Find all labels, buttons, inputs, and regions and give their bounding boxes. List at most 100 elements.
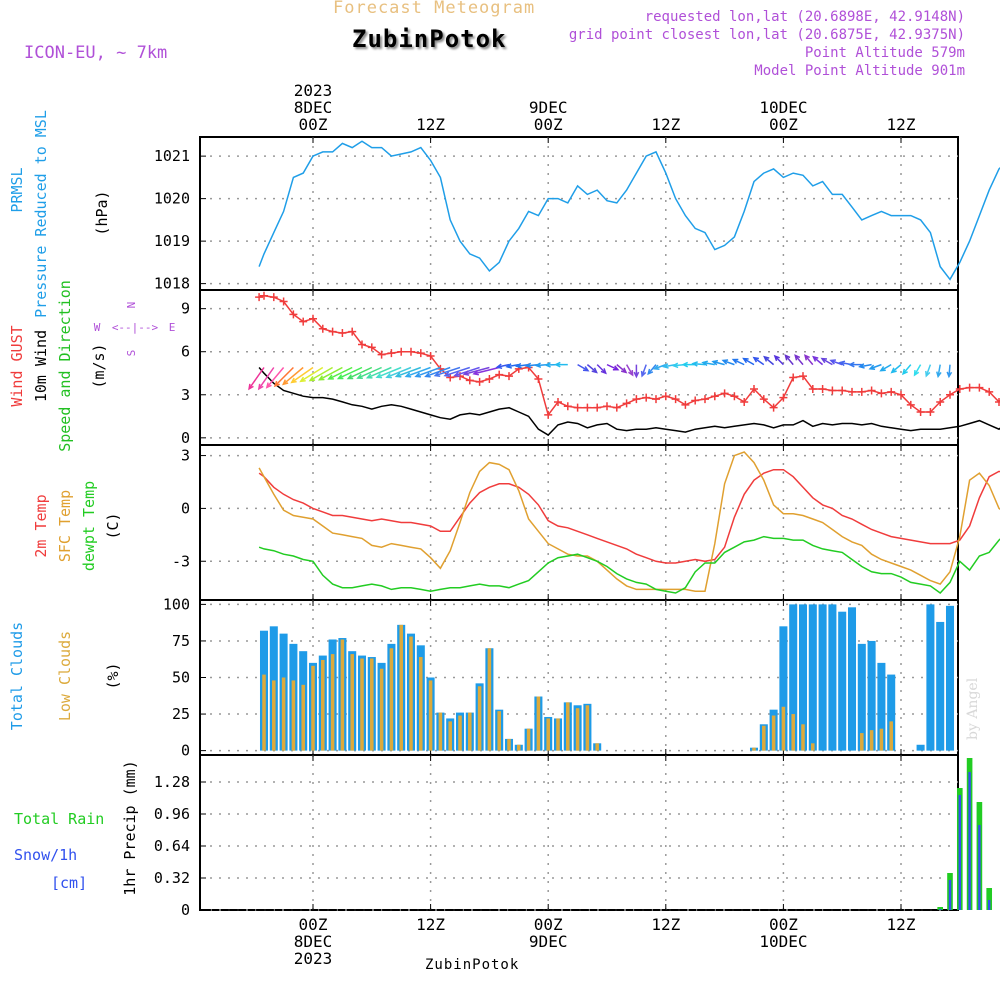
low-cloud-bar <box>752 747 756 751</box>
wind-direction-arrowhead <box>691 361 698 367</box>
wind-direction-arrow <box>913 364 922 376</box>
wind-direction-arrowhead <box>620 367 628 374</box>
ylabel-wind-gust: Wind GUST <box>8 325 26 406</box>
gust-point <box>338 329 347 338</box>
wind-direction-arrowhead <box>248 383 254 391</box>
wind-direction-arrowhead <box>308 375 316 382</box>
wind-direction-arrowhead <box>628 369 634 377</box>
wind-direction-arrow <box>859 363 872 368</box>
gust-point <box>367 343 376 352</box>
top-time-label: 2023 <box>294 81 333 100</box>
gust-point <box>377 350 386 359</box>
closest-coords: grid point closest lon,lat (20.6875E, 42… <box>568 27 965 43</box>
gust-point <box>838 386 847 395</box>
wind-direction-arrowhead <box>327 374 334 380</box>
series-line-sfc-temp <box>258 451 1000 592</box>
wind-direction-arrowhead <box>913 369 920 377</box>
low-cloud-bar <box>379 668 384 751</box>
low-cloud-bar <box>595 743 599 751</box>
total-cloud-bar <box>945 605 955 751</box>
total-cloud-bar <box>847 607 857 751</box>
wind-direction-arrowhead <box>820 357 828 364</box>
gust-point <box>789 373 798 382</box>
wind-direction-arrowhead <box>901 368 908 376</box>
total-cloud-bar <box>828 604 837 751</box>
wind-direction-arrowhead <box>404 372 412 378</box>
ylabel-temp-dew: dewpt Temp <box>80 481 98 571</box>
ylabel-pressure-2: Pressure Reduced to MSL <box>32 110 50 318</box>
wind-direction-arrow <box>300 366 324 382</box>
bottom-time-label: 2023 <box>294 949 333 968</box>
gust-point <box>622 399 631 408</box>
gust-point <box>446 373 455 382</box>
gust-point <box>661 392 670 401</box>
wind-direction-arrow <box>357 366 382 379</box>
wind-direction-arrowhead <box>346 374 354 380</box>
wind-direction-arrow <box>794 354 804 366</box>
wind-direction-arrow <box>647 364 657 375</box>
gust-point <box>573 403 582 412</box>
top-time-label: 10DEC <box>759 98 807 117</box>
ylabel-pressure-1: PRMSL <box>8 167 26 212</box>
wind-direction-arrowhead <box>495 363 503 370</box>
wind-direction-arrowhead <box>784 354 791 361</box>
gust-point <box>936 397 945 406</box>
wind-direction-arrow <box>248 367 265 390</box>
wind-direction-arrow <box>376 366 402 378</box>
low-cloud-bar <box>879 728 884 751</box>
ylabel-total-clouds: Total Clouds <box>8 622 26 730</box>
gust-point <box>269 293 278 302</box>
total-cloud-bar <box>916 744 925 751</box>
series-line-prmsl <box>258 140 1000 281</box>
top-time-label: 12Z <box>887 115 916 134</box>
gust-point <box>563 402 572 411</box>
wind-direction-arrow <box>925 364 932 377</box>
gust-point <box>475 377 484 386</box>
y-tick-label-clouds: 50 <box>172 669 190 687</box>
low-cloud-bar <box>526 728 531 751</box>
wind-direction-arrow <box>743 357 755 366</box>
total-cloud-bar <box>779 626 788 751</box>
gust-point <box>769 403 778 412</box>
total-cloud-bar <box>798 604 808 751</box>
wind-direction-arrow <box>641 364 647 377</box>
wind-direction-arrowhead <box>848 361 855 368</box>
gust-point <box>348 327 357 336</box>
wind-direction-arrow <box>753 357 765 366</box>
gust-point <box>671 395 680 404</box>
wind-direction-arrowhead <box>742 357 749 364</box>
wind-direction-arrow <box>396 366 422 378</box>
wind-direction-arrow <box>309 366 333 382</box>
panel-frame-temperature <box>199 444 959 601</box>
total-cloud-bar <box>818 604 827 751</box>
wind-direction-arrowhead <box>336 374 344 380</box>
snow-bar <box>938 909 942 910</box>
wind-direction-arrow <box>784 354 794 366</box>
wind-direction-arrow <box>702 361 715 366</box>
y-tick-label-pressure: 1020 <box>154 190 190 208</box>
low-cloud-bar <box>399 624 403 751</box>
wind-direction-arrowhead <box>424 372 431 378</box>
y-tick-label-wind: 0 <box>181 429 190 447</box>
low-cloud-bar <box>585 705 590 751</box>
bottom-time-label: 8DEC <box>294 932 333 951</box>
y-tick-label-precip: 0 <box>181 901 190 919</box>
gust-point <box>779 393 788 402</box>
low-cloud-bar <box>448 721 452 751</box>
low-cloud-bar <box>781 706 786 751</box>
gust-point <box>407 347 415 356</box>
wind-direction-arrow <box>654 363 667 370</box>
rain-bar <box>986 888 993 910</box>
top-time-label: 00Z <box>769 115 798 134</box>
snow-bar <box>978 825 981 910</box>
top-time-label: 12Z <box>651 115 680 134</box>
y-tick-label-clouds: 25 <box>172 705 190 723</box>
gust-point <box>975 383 984 392</box>
low-cloud-bar <box>801 724 805 751</box>
gust-point <box>750 385 758 394</box>
wind-direction-arrowhead <box>356 373 363 379</box>
total-cloud-bar <box>808 604 817 751</box>
gust-point <box>397 347 406 356</box>
wind-direction-arrowhead <box>443 371 451 377</box>
low-cloud-bar <box>468 712 472 751</box>
